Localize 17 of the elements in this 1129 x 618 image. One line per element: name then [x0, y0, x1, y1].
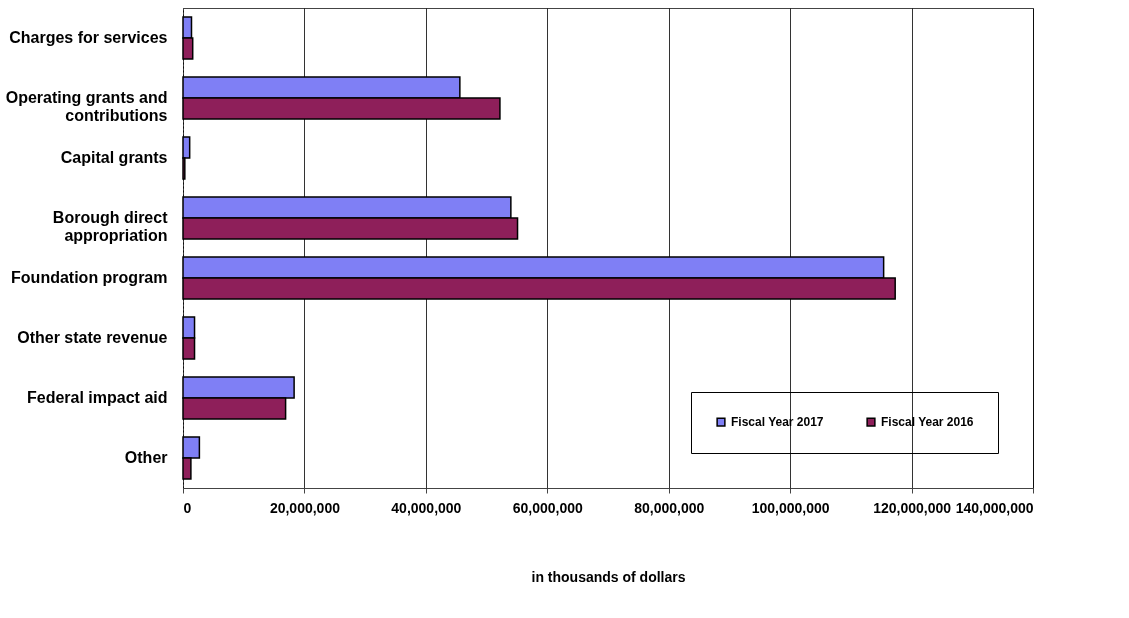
y-tick-label: Capital grants: [60, 149, 168, 166]
y-tick-label: Federal impact aid: [27, 389, 168, 406]
x-axis-title: in thousands of dollars: [531, 568, 686, 585]
x-tick-label: 80,000,000: [634, 499, 705, 516]
x-tick-label: 60,000,000: [512, 499, 584, 516]
x-tick-label: 40,000,000: [391, 499, 462, 516]
y-tick-label: Operating grants and contributions: [5, 89, 168, 124]
x-tick-label: 140,000,000: [955, 499, 1034, 516]
y-tick-label: Charges for services: [9, 29, 168, 46]
x-tick-label: 20,000,000: [269, 499, 341, 516]
y-tick-label: Other: [124, 449, 168, 466]
x-tick-label: 100,000,000: [751, 499, 830, 516]
y-tick-label: Other state revenue: [17, 329, 168, 346]
y-tick-label: Borough direct appropriation: [52, 209, 169, 244]
x-tick-label: 120,000,000: [873, 499, 952, 516]
x-tick-label: 0: [183, 499, 192, 516]
y-tick-label: Foundation program: [11, 269, 168, 286]
